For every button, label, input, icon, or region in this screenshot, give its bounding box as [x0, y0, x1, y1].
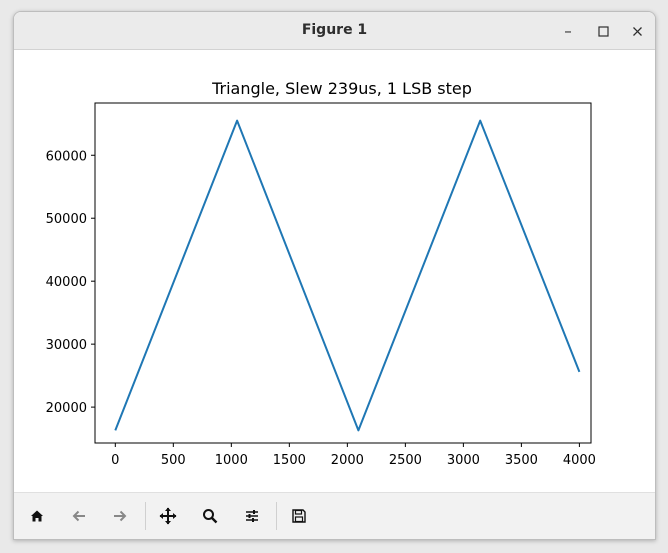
x-tick-label: 500 — [161, 453, 186, 468]
x-tick-label: 2000 — [331, 453, 364, 468]
back-button[interactable] — [65, 503, 93, 529]
y-tick-label: 50000 — [46, 212, 87, 227]
save-floppy-icon — [292, 509, 306, 523]
y-tick-label: 40000 — [46, 275, 87, 290]
x-tick-label: 2500 — [389, 453, 422, 468]
forward-button[interactable] — [106, 503, 134, 529]
chart-title: Triangle, Slew 239us, 1 LSB step — [211, 79, 472, 98]
save-button[interactable] — [285, 503, 313, 529]
zoom-magnifier-icon — [203, 509, 218, 524]
x-tick-label: 3500 — [505, 453, 538, 468]
zoom-button[interactable] — [196, 503, 224, 529]
configure-subplots-icon — [246, 510, 258, 522]
minimize-button[interactable]: – — [564, 22, 572, 40]
back-arrow-icon — [72, 510, 85, 522]
home-icon — [31, 510, 43, 522]
pan-button[interactable] — [154, 503, 182, 529]
x-tick-label: 0 — [111, 453, 119, 468]
chart: Triangle, Slew 239us, 1 LSB step 0 500 100… — [46, 79, 596, 468]
figure-window: Figure 1 – Triangle, Slew 239us, 1 LSB s… — [13, 11, 656, 540]
x-tick-label: 4000 — [563, 453, 596, 468]
x-tick-label: 3000 — [447, 453, 480, 468]
title-bar[interactable]: Figure 1 – — [14, 12, 655, 50]
y-tick-label: 20000 — [46, 401, 87, 416]
x-tick-label: 1000 — [215, 453, 248, 468]
home-button[interactable] — [23, 503, 51, 529]
x-tick-label: 1500 — [273, 453, 306, 468]
plot-frame — [94, 102, 592, 444]
x-axis: 0 500 1000 1500 2000 2500 3000 3500 4000 — [111, 443, 596, 468]
toolbar-separator — [145, 502, 146, 530]
y-axis: 20000 30000 40000 50000 60000 — [46, 149, 95, 416]
navigation-toolbar — [14, 492, 655, 539]
series-line — [114, 119, 581, 432]
toolbar-separator — [276, 502, 277, 530]
forward-arrow-icon — [114, 510, 127, 522]
maximize-button[interactable] — [592, 20, 614, 42]
figure-canvas[interactable]: Triangle, Slew 239us, 1 LSB step 0 500 100… — [14, 50, 655, 492]
close-button[interactable] — [626, 20, 648, 42]
y-tick-label: 60000 — [46, 149, 87, 164]
y-tick-label: 30000 — [46, 338, 87, 353]
configure-subplots-button[interactable] — [238, 503, 266, 529]
close-icon — [632, 26, 642, 36]
window-title: Figure 1 — [301, 22, 368, 38]
maximize-icon — [597, 25, 609, 37]
pan-move-icon — [159, 507, 177, 525]
